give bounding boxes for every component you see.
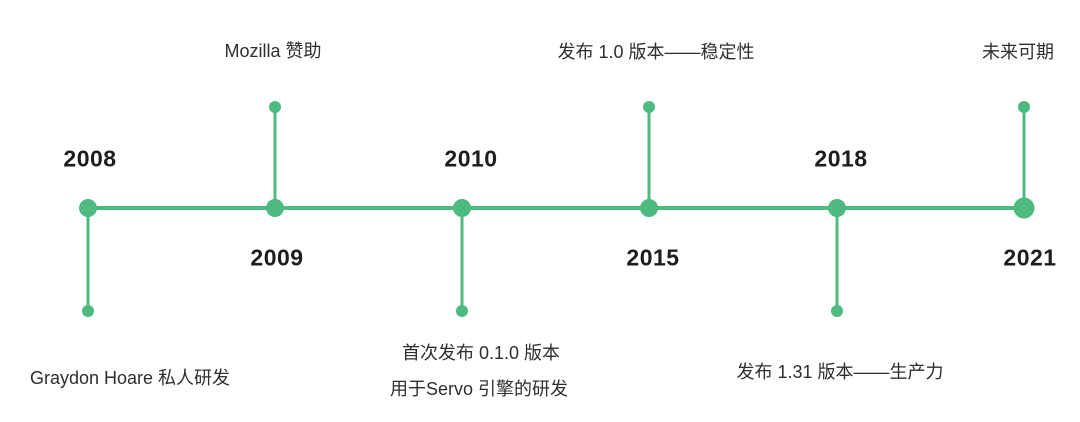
event-caption: Graydon Hoare 私人研发 [29,368,231,388]
timeline-node [79,199,97,217]
year-label: 2015 [626,244,680,271]
timeline-end-dot [1018,101,1030,113]
event-caption: 未来可期 [982,42,1054,62]
event-caption: Mozilla 赞助 [224,41,322,61]
year-label: 2018 [814,145,868,172]
timeline-stem [273,107,277,208]
timeline-stem [647,107,651,208]
year-label: 2008 [63,145,117,172]
timeline-stem [86,208,90,311]
timeline-stem [1022,107,1026,208]
timeline-stem [460,208,464,311]
timeline-end-dot [643,101,655,113]
timeline-end-dot [82,305,94,317]
timeline-end-dot [269,101,281,113]
timeline-stem [835,208,839,311]
event-caption: 首次发布 0.1.0 版本 [401,343,561,363]
timeline-node [1013,197,1035,219]
event-caption: 用于Servo 引擎的研发 [389,379,569,399]
year-label: 2021 [1003,244,1057,271]
year-label: 2010 [444,145,498,172]
timeline-end-dot [831,305,843,317]
timeline-node [640,199,658,217]
timeline-node [828,199,846,217]
event-caption: 发布 1.0 版本——稳定性 [557,42,755,62]
timeline-node [266,199,284,217]
event-caption: 发布 1.31 版本——生产力 [736,362,944,382]
timeline-end-dot [456,305,468,317]
timeline-axis [88,206,1024,210]
timeline-node [453,199,471,217]
year-label: 2009 [250,244,304,271]
